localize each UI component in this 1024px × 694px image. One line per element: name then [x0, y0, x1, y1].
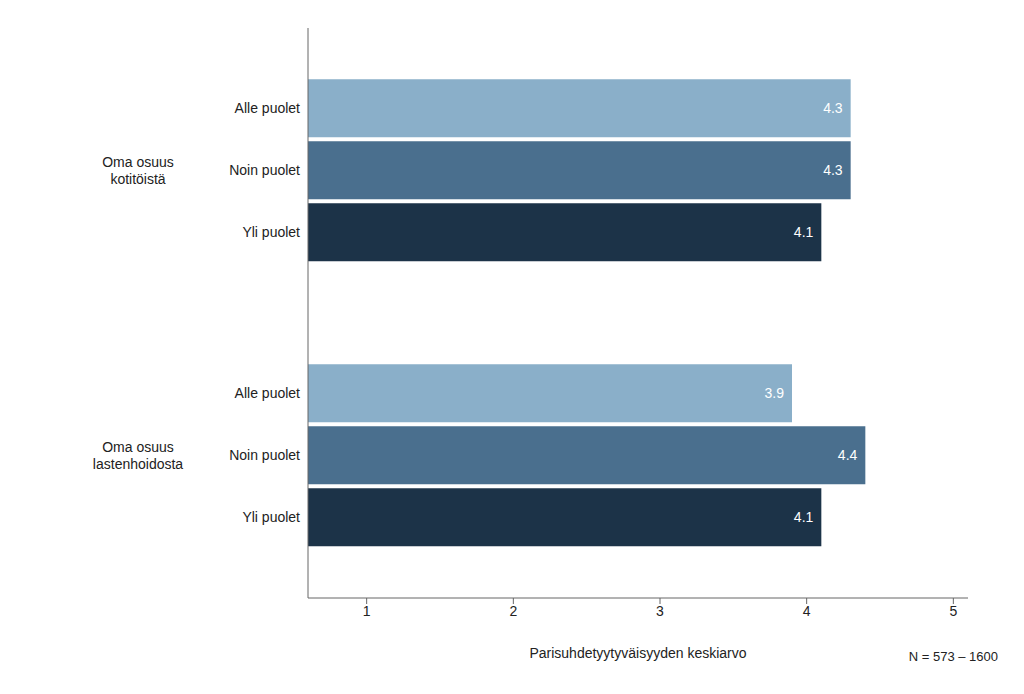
svg-text:Oma osuuskotitöistä: Oma osuuskotitöistä — [102, 154, 174, 187]
svg-text:4: 4 — [803, 603, 811, 619]
svg-text:4.1: 4.1 — [794, 509, 814, 525]
svg-text:Parisuhdetyytyväisyyden keskia: Parisuhdetyytyväisyyden keskiarvo — [529, 645, 746, 661]
svg-text:4.4: 4.4 — [838, 447, 858, 463]
svg-text:Noin puolet: Noin puolet — [229, 162, 300, 178]
svg-text:4.1: 4.1 — [794, 224, 814, 240]
svg-text:Oma osuuslastenhoidosta: Oma osuuslastenhoidosta — [93, 439, 184, 472]
svg-text:4.3: 4.3 — [823, 162, 843, 178]
svg-text:2: 2 — [509, 603, 517, 619]
svg-text:Alle puolet: Alle puolet — [235, 100, 300, 116]
svg-text:Yli puolet: Yli puolet — [242, 224, 300, 240]
svg-text:3: 3 — [656, 603, 664, 619]
svg-text:3.9: 3.9 — [765, 385, 785, 401]
svg-text:Noin puolet: Noin puolet — [229, 447, 300, 463]
svg-text:1: 1 — [363, 603, 371, 619]
svg-text:Yli puolet: Yli puolet — [242, 509, 300, 525]
svg-text:5: 5 — [949, 603, 957, 619]
html-text:N = 573 – 1600: N = 573 – 1600 — [908, 649, 998, 664]
svg-text:Alle puolet: Alle puolet — [235, 385, 300, 401]
svg-text:4.3: 4.3 — [823, 100, 843, 116]
